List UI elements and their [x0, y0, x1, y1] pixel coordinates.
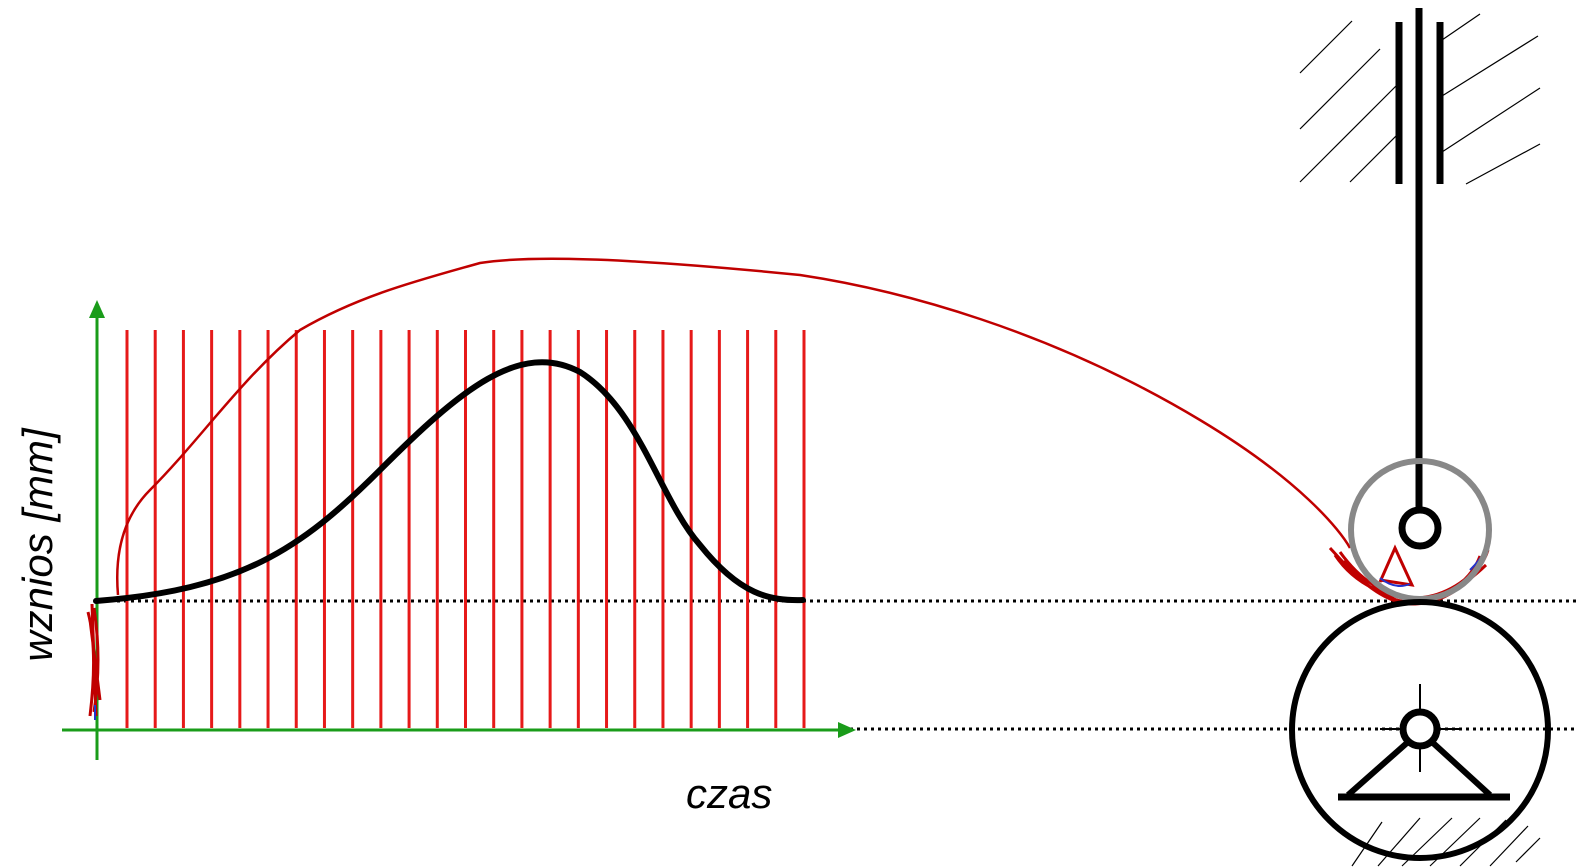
y-axis-arrow: [89, 300, 105, 318]
support-left-leg: [1346, 739, 1410, 798]
follower-guide: [1395, 8, 1444, 510]
roller-pivot: [1398, 506, 1442, 550]
cam-disk: [1289, 599, 1551, 861]
y-axis-label: wznios [mm]: [14, 428, 61, 662]
x-axis-label: czas: [686, 770, 773, 817]
cam-center-mark: [1380, 684, 1460, 772]
axes: [62, 300, 856, 760]
cam-support: [1338, 739, 1510, 801]
x-axis-arrow: [838, 722, 856, 738]
trace-arc: [116, 257, 1352, 596]
lift-profile-curve: [93, 359, 806, 604]
guide-hatching: [1299, 13, 1541, 185]
ground-hatching: [1351, 817, 1541, 867]
support-right-leg: [1429, 739, 1493, 798]
origin-scribble: [86, 603, 102, 717]
